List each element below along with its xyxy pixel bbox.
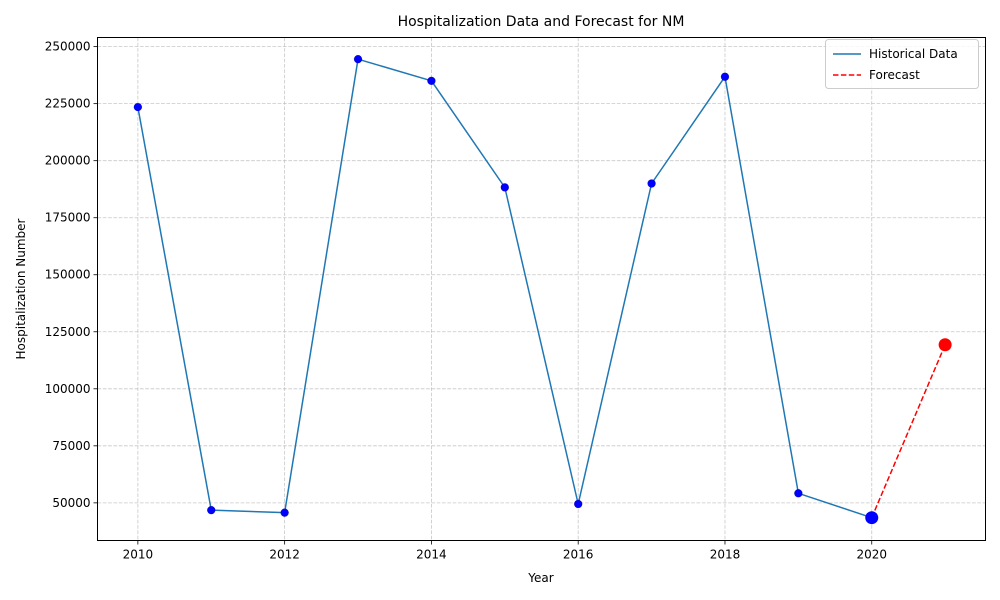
- y-tick-label: 200000: [45, 154, 91, 168]
- chart-title: Hospitalization Data and Forecast for NM: [398, 14, 685, 30]
- highlight-point: [865, 511, 879, 525]
- historical-data-point: [647, 179, 656, 188]
- historical-data-point: [133, 102, 143, 112]
- legend-box: [825, 39, 979, 89]
- marker-layer: [133, 54, 952, 525]
- historical-data-point: [500, 183, 510, 192]
- plot-frame: [97, 37, 986, 541]
- forecast-line: [871, 344, 946, 518]
- y-axis-label: Hospitalization Number: [14, 218, 28, 359]
- historical-data-point: [573, 499, 583, 509]
- y-axis: 50000 75000 100000 125000 150000 175000 200000…: [45, 40, 98, 510]
- historical-data-point: [207, 505, 216, 515]
- historical-data-point: [427, 76, 436, 86]
- x-tick-label: 2016: [563, 548, 594, 562]
- x-tick-label: 2020: [856, 548, 887, 562]
- y-tick-label: 250000: [45, 40, 91, 54]
- grid-lines: [97, 37, 986, 541]
- x-tick-label: 2018: [710, 548, 741, 562]
- y-tick-label: 175000: [45, 211, 91, 225]
- x-axis: 2010 2012 2014 2016 2018 2020: [123, 540, 887, 562]
- historical-data-point: [720, 72, 730, 81]
- historical-data-point: [280, 508, 289, 517]
- legend-label-forecast: Forecast: [869, 68, 920, 82]
- historical-data-line: [137, 58, 872, 519]
- y-tick-label: 150000: [45, 268, 91, 282]
- y-tick-label: 50000: [52, 496, 90, 510]
- x-axis-label: Year: [527, 571, 553, 585]
- legend: Historical Data Forecast: [825, 39, 979, 89]
- historical-data-point: [794, 489, 803, 498]
- legend-label-historical: Historical Data: [869, 47, 958, 61]
- historical-data-point: [353, 54, 363, 64]
- x-tick-label: 2014: [416, 548, 447, 562]
- y-tick-label: 100000: [45, 382, 91, 396]
- highlight-point: [938, 338, 952, 352]
- x-tick-label: 2010: [123, 548, 154, 562]
- y-tick-label: 125000: [45, 325, 91, 339]
- series-layer: [137, 58, 946, 519]
- x-tick-label: 2012: [269, 548, 300, 562]
- y-tick-label: 75000: [52, 439, 90, 453]
- y-tick-label: 225000: [45, 97, 91, 111]
